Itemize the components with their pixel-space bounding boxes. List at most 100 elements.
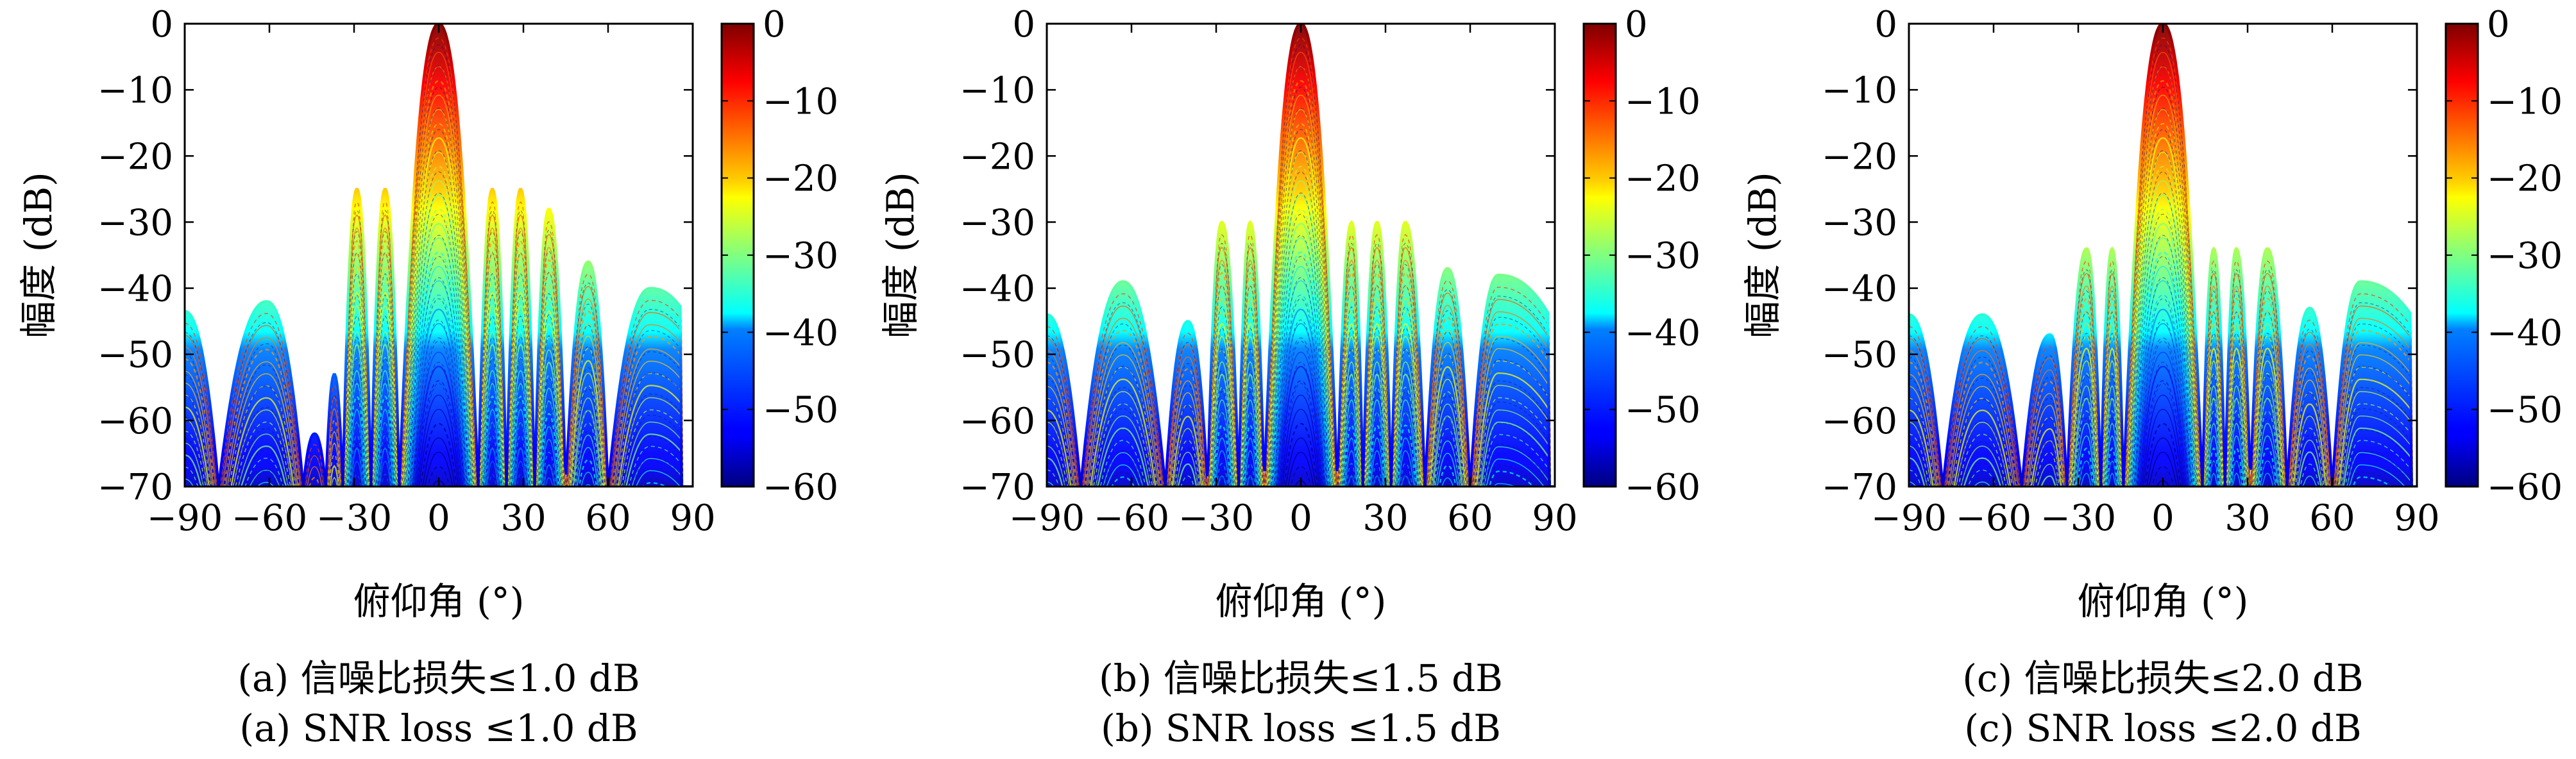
- x-tick-label: −30: [1178, 497, 1254, 539]
- x-tick-label: −60: [1956, 497, 2031, 539]
- pattern-trace: [1047, 351, 1555, 487]
- pattern-trace: [1047, 451, 1555, 487]
- x-tick-label: 30: [2224, 497, 2270, 539]
- pattern-trace: [185, 422, 693, 487]
- pattern-trace: [1909, 194, 2417, 487]
- pattern-trace: [1047, 277, 1555, 487]
- pattern-trace: [185, 87, 693, 487]
- pattern-trace: [185, 129, 693, 487]
- pattern-trace: [1909, 137, 2417, 487]
- y-tick-label: −40: [1822, 269, 1897, 310]
- pattern-area: [1909, 24, 2417, 487]
- pattern-trace: [1909, 319, 2417, 487]
- pattern-trace: [185, 194, 693, 487]
- colorbar-tick-label: −40: [2487, 312, 2563, 354]
- y-tick-label: −10: [97, 70, 173, 112]
- pattern-trace: [1909, 223, 2417, 487]
- pattern-trace: [185, 192, 693, 487]
- pattern-trace: [1047, 166, 1555, 487]
- pattern-trace: [1047, 129, 1555, 487]
- pattern-trace: [185, 137, 693, 487]
- pattern-trace: [1909, 308, 2417, 487]
- pattern-area: [185, 24, 693, 487]
- pattern-trace: [1909, 280, 2417, 487]
- pattern-trace: [185, 24, 693, 487]
- pattern-trace: [1047, 192, 1555, 487]
- colorbar-tick-label: −40: [763, 312, 838, 354]
- pattern-trace: [1909, 451, 2417, 487]
- colorbar-tick-label: −50: [2487, 390, 2563, 431]
- pattern-trace: [1909, 150, 2417, 487]
- colorbar-tick-label: −20: [2487, 158, 2563, 200]
- y-axis-label: 幅度 (dB): [879, 172, 922, 338]
- pattern-trace: [1909, 65, 2417, 487]
- pattern-trace: [1047, 383, 1555, 487]
- pattern-trace: [1047, 362, 1555, 487]
- pattern-trace: [185, 180, 693, 487]
- pattern-trace: [185, 408, 693, 487]
- y-tick-label: −10: [1822, 70, 1897, 112]
- pattern-trace: [1909, 337, 2417, 487]
- pattern-trace: [1047, 394, 1555, 487]
- pattern-trace: [1909, 351, 2417, 487]
- colorbar-tick-label: −60: [1625, 467, 1700, 508]
- pattern-trace: [1047, 308, 1555, 487]
- pattern-trace: [1047, 237, 1555, 487]
- y-tick-label: −30: [97, 202, 173, 244]
- pattern-trace: [1047, 79, 1555, 487]
- pattern-trace: [1909, 94, 2417, 487]
- pattern-trace: [1047, 256, 1555, 487]
- colorbar-tick-label: −20: [763, 158, 838, 200]
- pattern-trace: [185, 265, 693, 487]
- pattern-trace: [1047, 365, 1555, 487]
- x-tick-label: −60: [1094, 497, 1169, 539]
- y-axis-label: 幅度 (dB): [1741, 172, 1784, 338]
- x-tick-label: −60: [232, 497, 307, 539]
- pattern-trace: [1909, 87, 2417, 487]
- y-tick-label: 0: [1012, 4, 1035, 46]
- x-tick-label: −90: [1871, 497, 1947, 539]
- colorbar-tick-label: −60: [2487, 467, 2563, 508]
- y-tick-label: −60: [97, 401, 173, 442]
- y-tick-label: −50: [97, 335, 173, 376]
- x-tick-label: 90: [1532, 497, 1577, 539]
- pattern-trace: [185, 451, 693, 487]
- colorbar-tick-label: −50: [763, 390, 838, 431]
- pattern-envelope: [1047, 24, 1555, 487]
- y-axis-label: 幅度 (dB): [17, 172, 60, 338]
- pattern-trace: [1047, 108, 1555, 487]
- pattern-trace: [1047, 223, 1555, 487]
- x-tick-label: 0: [1289, 497, 1312, 539]
- colorbar-tick-label: 0: [763, 4, 786, 46]
- pattern-trace: [185, 108, 693, 487]
- pattern-trace: [185, 151, 693, 487]
- pattern-trace: [1909, 277, 2417, 487]
- pattern-trace: [1909, 362, 2417, 487]
- pattern-trace: [185, 223, 693, 487]
- pattern-trace: [1047, 408, 1555, 487]
- pattern-trace: [185, 394, 693, 487]
- caption-en: (b) SNR loss ≤1.5 dB: [1101, 706, 1501, 750]
- pattern-trace: [1047, 87, 1555, 487]
- y-tick-label: −70: [960, 467, 1035, 508]
- pattern-trace: [185, 208, 693, 487]
- y-tick-label: −40: [960, 269, 1035, 310]
- x-tick-label: 60: [2309, 497, 2355, 539]
- pattern-trace: [185, 351, 693, 487]
- caption-cn: (c) 信噪比损失≤2.0 dB: [1962, 656, 2363, 700]
- pattern-trace: [1047, 323, 1555, 487]
- x-tick-label: 90: [670, 497, 715, 539]
- colorbar-tick-label: −60: [763, 467, 838, 508]
- pattern-trace: [1909, 408, 2417, 487]
- pattern-trace: [1909, 394, 2417, 487]
- pattern-trace: [1047, 108, 1555, 487]
- pattern-trace: [1047, 24, 1555, 487]
- x-tick-label: −30: [316, 497, 392, 539]
- colorbar-tick-label: −10: [1625, 81, 1700, 122]
- x-axis-label: 俯仰角 (°): [1216, 580, 1387, 623]
- x-tick-label: 60: [1447, 497, 1493, 539]
- pattern-trace: [185, 123, 693, 487]
- colorbar-tick-label: −10: [763, 81, 838, 122]
- pattern-trace: [1909, 437, 2417, 487]
